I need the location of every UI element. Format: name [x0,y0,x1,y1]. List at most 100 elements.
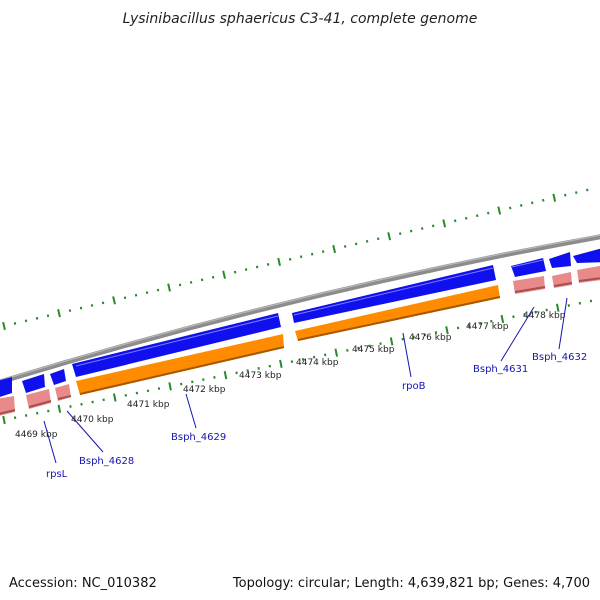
feature-block-shadow [0,277,600,415]
gene-arrow-reverse[interactable] [76,334,284,395]
gene-labels: rpsL Bsph_4628 Bsph_4629 rpoB Bsph_4631 … [46,352,587,480]
gene-arrow-forward[interactable] [72,313,281,377]
minor-tick [530,201,534,205]
minor-tick [586,188,589,192]
leader-line [500,306,535,362]
major-tick [445,326,449,335]
gene-label-bsph-4632[interactable]: Bsph_4632 [532,352,587,363]
feature-block[interactable] [513,276,545,294]
leader-line [185,393,197,429]
minor-tick [310,252,314,256]
gene-arrow-forward[interactable] [22,374,45,393]
gene-arrow-forward[interactable] [511,258,546,277]
minor-tick [398,232,402,236]
genome-backbone [0,234,600,385]
major-tick [2,415,6,425]
gene-arrow-forward[interactable] [549,252,571,268]
major-tick [57,404,62,413]
minor-tick [145,291,149,295]
minor-tick [299,255,303,259]
minor-tick [343,245,347,248]
minor-tick [233,270,237,274]
major-tick [168,382,172,391]
minor-tick [321,250,325,254]
kbp-label: 4473 kbp [239,371,282,381]
major-tick [442,219,447,228]
minor-tick [211,275,215,279]
minor-tick [464,216,468,220]
minor-tick [46,314,50,318]
major-tick [497,206,502,215]
gene-label-bsph-4631[interactable]: Bsph_4631 [473,364,528,375]
major-tick [167,283,171,292]
leader-line [43,420,57,464]
major-tick [387,232,392,241]
major-tick [334,348,339,357]
major-tick [279,359,283,368]
minor-tick [409,229,413,233]
kbp-label: 4476 kbp [409,333,452,343]
minor-tick [431,224,435,228]
major-tick [223,370,228,380]
genome-summary-text: Topology: circular; Length: 4,639,821 bp… [232,576,590,591]
minor-tick [541,198,545,202]
minor-tick [255,265,259,269]
kbp-label: 4475 kbp [352,345,395,355]
gene-label-bsph-4629[interactable]: Bsph_4629 [171,432,226,443]
minor-tick [519,204,523,207]
minor-tick [123,296,127,300]
minor-tick [13,322,17,325]
minor-tick [178,283,182,287]
minor-tick [564,193,567,197]
feature-block[interactable] [0,396,15,418]
gene-label-leaders [43,297,568,464]
leader-line [402,332,412,378]
minor-tick [453,219,457,223]
gene-arrow-shadow [79,296,501,395]
major-tick [2,321,6,331]
gene-label-rpsL[interactable]: rpsL [46,469,68,480]
gene-arrow-forward[interactable] [0,377,12,400]
minor-tick [101,301,105,305]
gene-arrow-forward[interactable] [50,369,66,385]
accession-text: Accession: NC_010382 [9,576,157,591]
minor-tick [35,316,39,320]
kbp-scale: 4469 kbp 4470 kbp 4471 kbp 4472 kbp 4473… [15,311,566,440]
gene-arrow-reverse[interactable] [295,285,500,341]
outer-tick-track [2,188,589,331]
inner-tick-track [2,299,593,425]
major-tick [112,296,116,305]
gene-label-bsph-4628[interactable]: Bsph_4628 [79,456,134,467]
minor-tick [420,227,424,230]
minor-tick [575,191,578,194]
minor-tick [365,239,369,243]
minor-tick [79,306,83,310]
minor-tick [134,293,138,297]
major-tick [277,257,282,266]
minor-tick [354,242,358,246]
forward-strand-genes [0,246,600,400]
leader-line [558,297,568,350]
major-tick [332,244,337,254]
feature-track [0,265,600,418]
kbp-label: 4474 kbp [296,358,339,368]
minor-tick [156,288,160,292]
minor-tick [376,237,380,241]
minor-tick [90,304,94,307]
minor-tick [68,309,72,313]
minor-tick [189,280,193,284]
major-tick [112,393,117,402]
gene-label-rpoB[interactable]: rpoB [402,381,426,392]
minor-tick [475,214,479,218]
kbp-label: 4469 kbp [15,430,58,440]
major-tick [555,303,560,312]
minor-tick [244,268,248,271]
gene-arrow-forward[interactable] [573,246,600,263]
reverse-strand-genes [76,285,501,395]
minor-tick [200,278,204,282]
feature-block[interactable] [26,389,51,409]
major-tick [552,193,557,202]
major-tick [389,337,394,346]
map-title: Lysinibacillus sphaericus C3-41, complet… [123,11,478,27]
